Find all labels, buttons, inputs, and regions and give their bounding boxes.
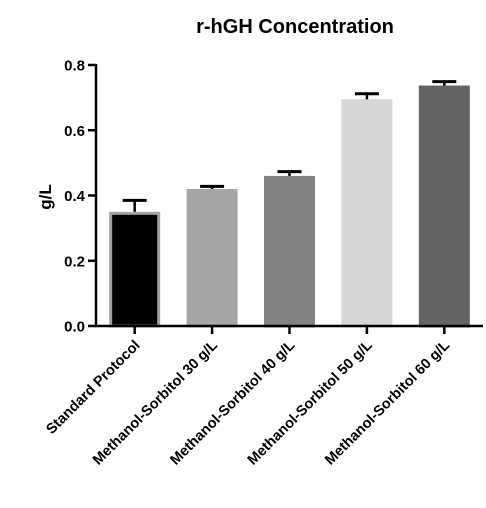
y-axis-label: g/L xyxy=(36,184,55,210)
y-tick-label: 0.2 xyxy=(64,253,85,270)
y-tick-label: 0.8 xyxy=(64,58,85,75)
y-axis-ticks: 0.0 0.2 0.4 0.6 0.8 xyxy=(64,58,96,336)
y-tick-label: 0.0 xyxy=(64,319,85,336)
bar xyxy=(341,99,393,328)
bar xyxy=(186,188,238,328)
bar xyxy=(418,85,470,328)
y-tick-label: 0.4 xyxy=(64,188,86,205)
y-tick-label: 0.6 xyxy=(64,123,85,140)
chart-title: r-hGH Concentration xyxy=(196,16,394,38)
x-tick-label: Methanol-Sorbitol 60 g/L xyxy=(322,337,453,468)
x-tick-label: Methanol-Sorbitol 40 g/L xyxy=(167,337,298,468)
error-bars xyxy=(122,80,457,212)
x-tick-label: Methanol-Sorbitol 50 g/L xyxy=(245,337,376,468)
bars xyxy=(109,85,470,328)
bar xyxy=(264,175,315,328)
bar xyxy=(109,211,161,328)
x-tick-label: Methanol-Sorbitol 30 g/L xyxy=(90,337,221,468)
